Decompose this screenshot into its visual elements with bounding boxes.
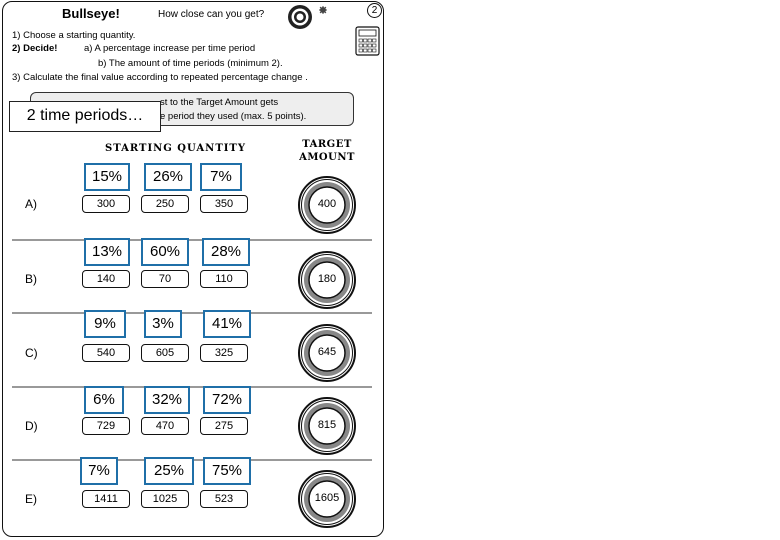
percent-increase-box: 13% xyxy=(84,238,130,266)
target-amount-value: 400 xyxy=(317,198,337,210)
instruction-step-2b: b) The amount of time periods (minimum 2… xyxy=(98,58,283,69)
starting-quantity-option[interactable]: 350 xyxy=(200,195,248,213)
scoring-callout-line-2: e period they used (max. 5 points). xyxy=(160,111,307,122)
target-amount-value: 815 xyxy=(317,419,337,431)
target-bullseye-icon xyxy=(298,397,356,455)
worksheet-subtitle: How close can you get? xyxy=(158,9,265,20)
starting-quantity-option[interactable]: 250 xyxy=(141,195,189,213)
row-label: A) xyxy=(25,197,37,211)
percent-increase-box: 6% xyxy=(84,386,124,414)
target-header-line-1: Target xyxy=(302,139,352,150)
target-bullseye-icon xyxy=(298,176,356,234)
starting-quantity-option[interactable]: 325 xyxy=(200,344,248,362)
percent-increase-box: 26% xyxy=(144,163,192,191)
starting-quantity-option[interactable]: 470 xyxy=(141,417,189,435)
percent-increase-box: 60% xyxy=(141,238,189,266)
starting-quantity-option[interactable]: 275 xyxy=(200,417,248,435)
percent-increase-box: 7% xyxy=(80,457,118,485)
target-amount-value: 1605 xyxy=(314,492,340,504)
percent-increase-box: 41% xyxy=(203,310,251,338)
row-divider xyxy=(12,239,372,241)
percent-increase-box: 7% xyxy=(200,163,242,191)
target-bullseye-icon xyxy=(298,251,356,309)
starting-quantity-option[interactable]: 110 xyxy=(200,270,248,288)
target-amount-value: 180 xyxy=(317,273,337,285)
target-amount-value: 645 xyxy=(317,346,337,358)
row-label: C) xyxy=(25,346,38,360)
starting-quantity-option[interactable]: 540 xyxy=(82,344,130,362)
starting-quantity-header: Starting Quantity xyxy=(105,143,247,154)
percent-increase-box: 75% xyxy=(203,457,251,485)
target-bullseye-icon xyxy=(298,324,356,382)
starting-quantity-option[interactable]: 70 xyxy=(141,270,189,288)
row-label: D) xyxy=(25,419,38,433)
percent-increase-box: 32% xyxy=(144,386,190,414)
percent-increase-box: 15% xyxy=(84,163,130,191)
worksheet-card xyxy=(2,1,384,537)
percent-increase-box: 28% xyxy=(202,238,250,266)
row-label: B) xyxy=(25,272,37,286)
instruction-step-3: 3) Calculate the final value according t… xyxy=(12,72,308,83)
starting-quantity-option[interactable]: 300 xyxy=(82,195,130,213)
starting-quantity-option[interactable]: 140 xyxy=(82,270,130,288)
instruction-step-1: 1) Choose a starting quantity. xyxy=(12,30,136,41)
starting-quantity-option[interactable]: 605 xyxy=(141,344,189,362)
instruction-step-2a: a) A percentage increase per time period xyxy=(84,43,256,54)
percent-increase-box: 72% xyxy=(203,386,251,414)
instruction-step-2: 2) Decide! xyxy=(12,43,58,54)
page-number-badge: 2 xyxy=(367,3,382,18)
worksheet-title: Bullseye! xyxy=(62,6,120,21)
bullseye-icon xyxy=(288,5,327,29)
row-divider xyxy=(12,386,372,388)
time-periods-overlay: 2 time periods… xyxy=(9,101,161,132)
percent-increase-box: 3% xyxy=(144,310,182,338)
starting-quantity-option[interactable]: 729 xyxy=(82,417,130,435)
scoring-callout-line-1: st to the Target Amount gets xyxy=(160,97,279,108)
percent-increase-box: 25% xyxy=(144,457,194,485)
target-bullseye-icon xyxy=(298,470,356,528)
starting-quantity-option[interactable]: 1025 xyxy=(141,490,189,508)
starting-quantity-option[interactable]: 1411 xyxy=(82,490,130,508)
target-amount-header: Target Amount xyxy=(297,138,357,164)
target-header-line-2: Amount xyxy=(299,152,355,163)
starting-quantity-option[interactable]: 523 xyxy=(200,490,248,508)
row-label: E) xyxy=(25,492,37,506)
percent-increase-box: 9% xyxy=(84,310,126,338)
row-divider xyxy=(12,312,372,314)
calculator-icon xyxy=(355,26,380,56)
